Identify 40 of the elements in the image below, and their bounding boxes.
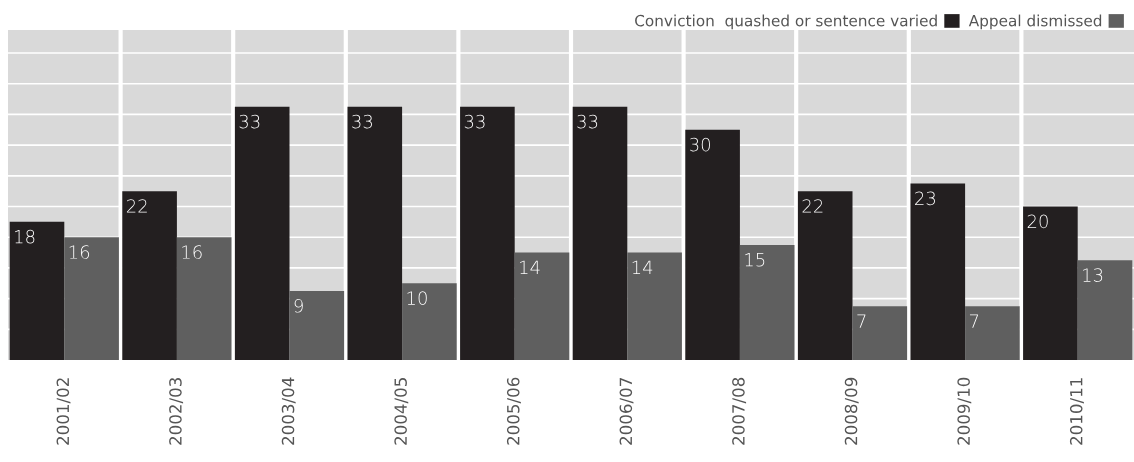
data-label: 18 [15,229,35,244]
x-tick-label: 2007/08 [732,377,747,445]
x-tick-label: 2003/04 [281,377,296,445]
data-label: 22 [126,199,147,213]
data-label: 13 [1083,268,1103,282]
legend-label: Conviction quashed or sentence varied [635,14,937,30]
bar [514,252,570,360]
x-tick-label: 2006/07 [619,378,634,445]
data-label: 23 [915,191,935,206]
data-label: 15 [745,253,765,267]
data-label: 9 [294,298,303,313]
x-tick-label: 2005/06 [506,377,521,445]
bar [627,252,682,360]
data-label: 7 [969,314,978,328]
bar [9,221,65,360]
data-label: 20 [1027,214,1048,229]
data-label: 10 [407,291,427,305]
data-label: 7 [857,314,866,328]
bar [1077,260,1133,360]
data-label: 33 [352,114,372,129]
data-label: 16 [182,245,202,259]
bar [402,283,457,360]
x-tick-label: 2008/09 [844,377,859,445]
bar [852,306,908,360]
data-label: 22 [802,199,823,213]
bar [289,290,345,360]
data-label: 33 [577,114,598,129]
bar [965,306,1020,360]
data-label: 30 [690,137,710,152]
data-label: 16 [69,245,90,259]
x-tick-label: 2009/10 [957,377,972,445]
x-tick-label: 2001/02 [56,378,71,445]
x-tick-label: 2004/05 [394,378,409,445]
x-tick-label: 2010/11 [1069,378,1084,445]
data-label: 14 [632,260,653,274]
legend-label: Appeal dismissed [968,14,1102,30]
data-label: 33 [464,114,485,129]
data-label: 14 [520,260,540,274]
data-label: 33 [239,114,260,129]
x-tick-label: 2002/03 [169,378,184,445]
